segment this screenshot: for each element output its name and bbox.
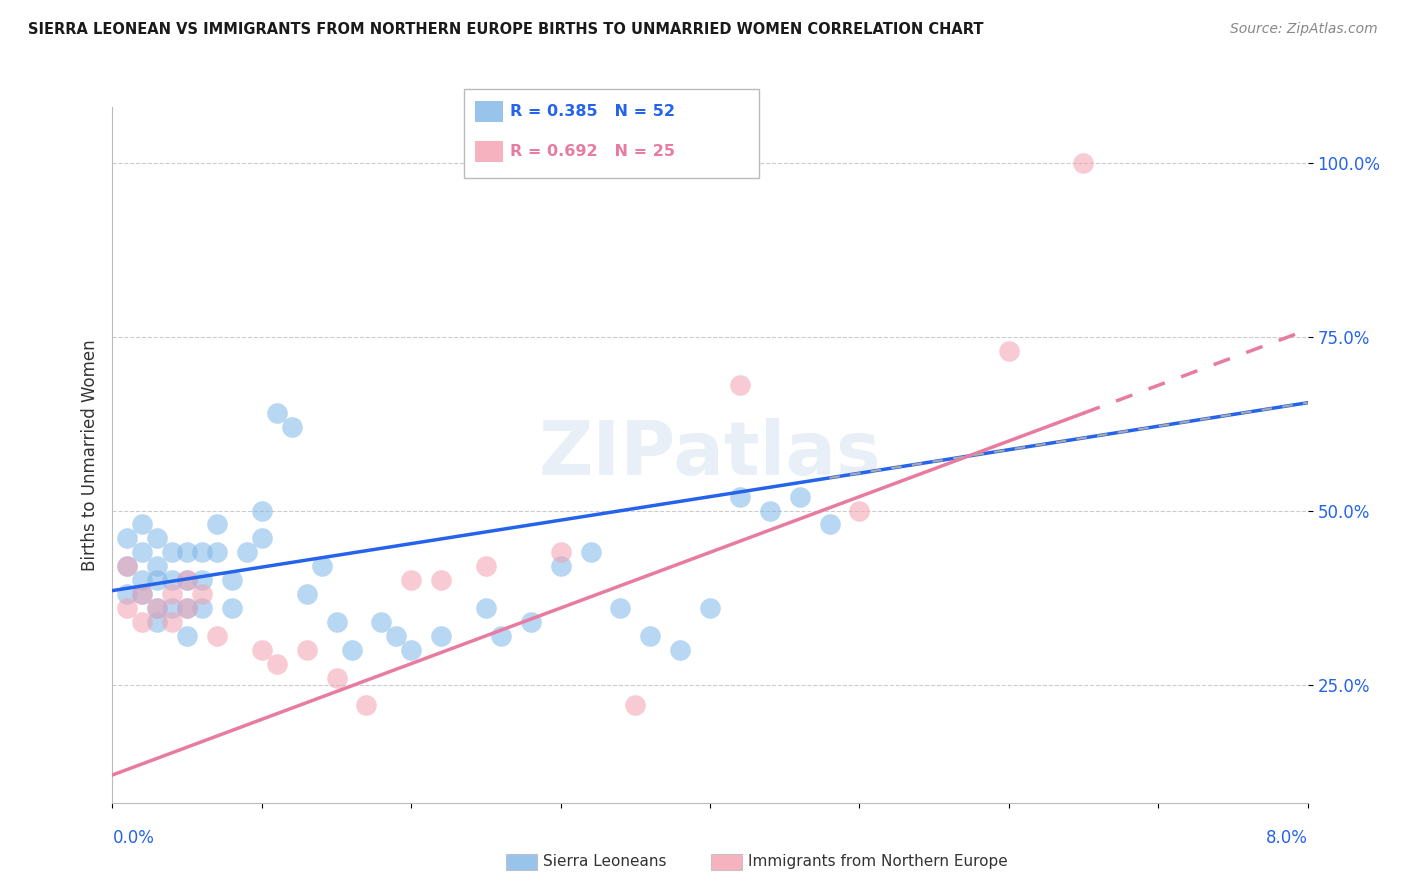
Point <box>325 615 347 629</box>
Point <box>131 517 153 532</box>
Point <box>146 601 169 615</box>
Point <box>789 490 811 504</box>
Point <box>176 573 198 587</box>
Point <box>131 615 153 629</box>
Point <box>162 587 183 601</box>
Point <box>117 532 139 546</box>
Point <box>475 601 498 615</box>
Point <box>146 601 169 615</box>
Point <box>131 573 153 587</box>
Point <box>609 601 631 615</box>
Point <box>191 601 214 615</box>
Point <box>520 615 543 629</box>
Point <box>401 573 423 587</box>
Point <box>624 698 647 713</box>
Point <box>325 671 347 685</box>
Point <box>758 503 780 517</box>
Point <box>638 629 661 643</box>
Point <box>311 559 333 574</box>
Point <box>176 601 198 615</box>
Point <box>281 420 304 434</box>
Point <box>146 573 169 587</box>
Point <box>356 698 378 713</box>
Point <box>162 573 183 587</box>
Point <box>146 559 169 574</box>
Point <box>430 629 453 643</box>
Point <box>117 601 139 615</box>
Point <box>117 559 139 574</box>
Point <box>205 545 228 559</box>
Point <box>370 615 392 629</box>
Point <box>162 545 183 559</box>
Point <box>430 573 453 587</box>
Text: Sierra Leoneans: Sierra Leoneans <box>543 855 666 869</box>
Point <box>131 587 153 601</box>
Text: SIERRA LEONEAN VS IMMIGRANTS FROM NORTHERN EUROPE BIRTHS TO UNMARRIED WOMEN CORR: SIERRA LEONEAN VS IMMIGRANTS FROM NORTHE… <box>28 22 984 37</box>
Point <box>176 545 198 559</box>
Point <box>848 503 870 517</box>
Point <box>131 545 153 559</box>
Point <box>176 573 198 587</box>
Text: Source: ZipAtlas.com: Source: ZipAtlas.com <box>1230 22 1378 37</box>
Text: R = 0.692   N = 25: R = 0.692 N = 25 <box>510 145 675 159</box>
Text: R = 0.385   N = 52: R = 0.385 N = 52 <box>510 104 675 119</box>
Point <box>221 601 243 615</box>
Point <box>401 642 423 657</box>
Point <box>1073 155 1095 169</box>
Point <box>295 587 318 601</box>
Text: 8.0%: 8.0% <box>1265 829 1308 847</box>
Point <box>295 642 318 657</box>
Point <box>146 532 169 546</box>
Point <box>191 573 214 587</box>
Point <box>191 587 214 601</box>
Text: Immigrants from Northern Europe: Immigrants from Northern Europe <box>748 855 1008 869</box>
Point <box>176 629 198 643</box>
Point <box>550 559 572 574</box>
Point <box>818 517 841 532</box>
Point <box>250 532 273 546</box>
Point <box>385 629 408 643</box>
Point <box>176 601 198 615</box>
Point <box>489 629 512 643</box>
Point <box>550 545 572 559</box>
Point <box>699 601 721 615</box>
Text: ZIPatlas: ZIPatlas <box>538 418 882 491</box>
Point <box>475 559 498 574</box>
Point <box>250 642 273 657</box>
Point <box>146 615 169 629</box>
Point <box>117 559 139 574</box>
Point <box>266 657 288 671</box>
Point <box>669 642 692 657</box>
Point <box>117 587 139 601</box>
Point <box>205 629 228 643</box>
Point <box>250 503 273 517</box>
Point <box>191 545 214 559</box>
Point <box>579 545 602 559</box>
Point <box>266 406 288 420</box>
Point <box>728 490 751 504</box>
Point <box>340 642 363 657</box>
Point <box>205 517 228 532</box>
Point <box>162 615 183 629</box>
Text: 0.0%: 0.0% <box>112 829 155 847</box>
Point <box>728 378 751 392</box>
Point <box>236 545 259 559</box>
Point <box>162 601 183 615</box>
Point <box>997 343 1019 358</box>
Point <box>131 587 153 601</box>
Point <box>221 573 243 587</box>
Y-axis label: Births to Unmarried Women: Births to Unmarried Women <box>80 339 98 571</box>
